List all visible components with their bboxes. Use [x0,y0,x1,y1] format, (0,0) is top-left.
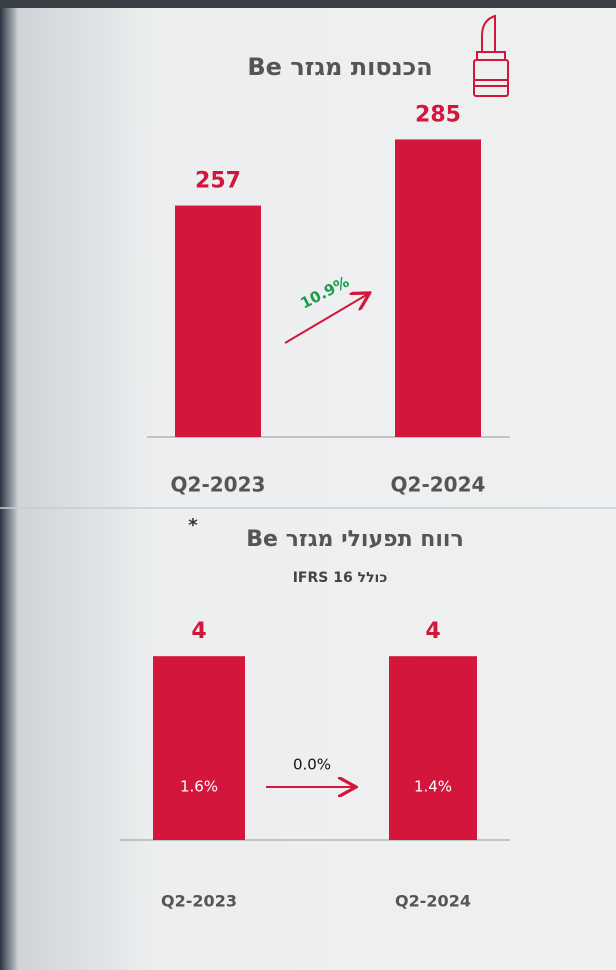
x-tick-label: Q2-2024 [391,473,486,497]
chart-title: הכנסות מגזר Be [247,53,432,81]
x-tick-label: Q2-2023 [171,473,266,497]
chart-title: רווח תפעולי מגזר Be [246,527,463,552]
x-tick-label: Q2-2024 [395,892,471,911]
x-tick-label: Q2-2023 [161,892,237,911]
value-label: 285 [415,102,461,127]
chart-subtitle: כולל IFRS 16 [293,570,388,586]
bar [175,205,261,437]
value-label: 4 [191,619,206,644]
change-label: 0.0% [293,756,331,774]
bar [389,656,477,840]
bar [395,139,481,437]
lipstick-icon [473,14,509,97]
inner-label: 1.6% [180,778,218,796]
value-label: 4 [425,619,440,644]
change-arrow [284,294,368,344]
bar [153,656,245,840]
top-band [0,0,616,8]
inner-label: 1.4% [414,778,452,796]
title-note: * [188,515,198,536]
value-label: 257 [195,169,241,194]
